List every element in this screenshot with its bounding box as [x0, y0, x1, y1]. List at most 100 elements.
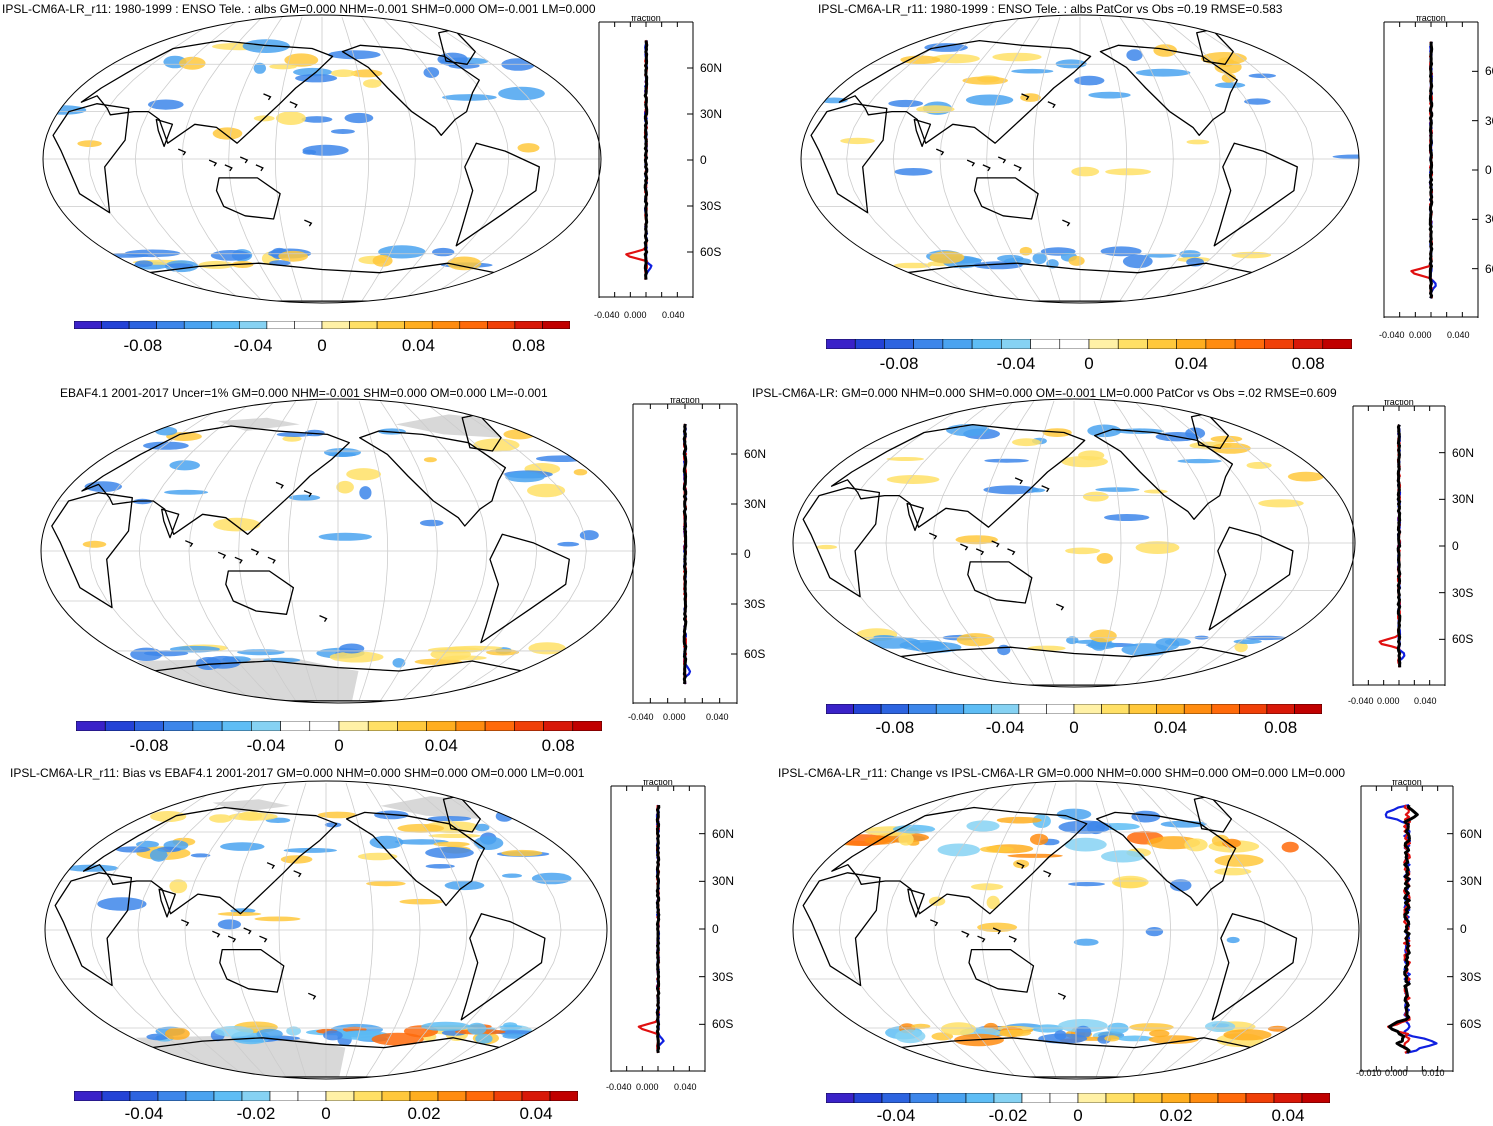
zonal-mean-plot: fraction — [1360, 780, 1454, 1072]
colorbar-swatch — [465, 1091, 495, 1101]
lat-label: 60S — [1460, 1017, 1482, 1032]
lat-label: 60N — [712, 826, 735, 841]
colorbar-swatch — [74, 321, 102, 329]
colorbar-swatch — [1176, 339, 1207, 349]
colorbar-swatch — [376, 321, 405, 329]
colorbar-swatch — [1101, 704, 1130, 714]
colorbar-swatch — [1273, 1093, 1303, 1103]
colorbar-swatch — [1049, 1093, 1079, 1103]
colorbar-swatch — [484, 721, 515, 731]
colorbar-label: 0.04 — [1153, 718, 1187, 737]
colorbar-label: 0 — [1073, 1106, 1083, 1125]
colorbar-swatch — [826, 704, 854, 714]
colorbar — [826, 339, 1352, 349]
colorbar-swatch — [1189, 1093, 1219, 1103]
colorbar-swatch — [1293, 339, 1324, 349]
colorbar-swatch — [455, 721, 486, 731]
colorbar-swatch — [134, 721, 164, 731]
colorbar-swatch — [269, 1091, 299, 1101]
colorbar-swatch — [1105, 1093, 1135, 1103]
colorbar-swatch — [1264, 339, 1294, 349]
zonal-x-tick-label: 0.000 — [1385, 1068, 1408, 1078]
lat-label: 0 — [1460, 922, 1467, 936]
colorbar-swatch — [349, 321, 378, 329]
colorbar-swatch — [221, 721, 252, 731]
colorbar-swatch — [1205, 339, 1236, 349]
colorbar-swatch — [297, 1091, 327, 1101]
colorbar-label: -0.04 — [246, 736, 286, 755]
colorbar-swatch — [881, 1093, 911, 1103]
lat-label: 30S — [712, 969, 734, 984]
lat-label: 60S — [712, 1017, 734, 1032]
colorbar-swatch — [1128, 704, 1157, 714]
colorbar-swatch — [1211, 704, 1240, 714]
lat-label: 30N — [744, 497, 767, 511]
colorbar-swatch — [1073, 704, 1102, 714]
colorbar — [74, 321, 570, 329]
colorbar-swatch — [1147, 339, 1177, 349]
colorbar-swatch — [1156, 704, 1185, 714]
colorbar-swatch — [397, 721, 427, 731]
lat-label: 30N — [1452, 492, 1475, 507]
colorbar-label: -0.02 — [988, 1106, 1028, 1125]
lat-label: 30N — [1485, 113, 1493, 128]
colorbar-swatch — [853, 1093, 883, 1103]
panel-title: IPSL-CM6A-LR_r11: 1980-1999 : ENSO Tele.… — [2, 2, 596, 16]
colorbar-swatch — [937, 1093, 967, 1103]
colorbar-swatch — [514, 321, 543, 329]
colorbar-label: 0.04 — [1174, 354, 1208, 373]
colorbar-swatch — [1001, 339, 1031, 349]
colorbar-label: -0.08 — [879, 354, 919, 373]
colorbar — [826, 704, 1322, 714]
colorbar-swatch — [514, 721, 544, 731]
colorbar-label: -0.08 — [129, 736, 169, 755]
colorbar-swatch — [913, 339, 944, 349]
colorbar-swatch — [321, 321, 350, 329]
colorbar-swatch — [971, 339, 1002, 349]
colorbar-label: -0.08 — [875, 718, 915, 737]
colorbar-swatch — [309, 721, 340, 731]
lat-label: 0 — [700, 153, 707, 167]
zonal-x-tick-label: -0.040 — [1348, 696, 1374, 706]
panel-title: IPSL-CM6A-LR_r11: 1980-1999 : ENSO Tele.… — [818, 2, 1283, 16]
zonal-mean-plot: fraction — [1383, 16, 1479, 318]
colorbar-swatch — [1088, 339, 1119, 349]
colorbar-swatch — [935, 704, 965, 714]
colorbar-swatch — [76, 721, 106, 731]
colorbar-swatch — [487, 321, 516, 329]
world-map — [44, 780, 608, 1080]
colorbar-swatch — [993, 1093, 1023, 1103]
colorbar-label: 0.08 — [1291, 354, 1325, 373]
panel-title: IPSL-CM6A-LR_r11: Change vs IPSL-CM6A-LR… — [778, 766, 1346, 780]
colorbar-swatch — [1117, 339, 1148, 349]
colorbar-swatch — [381, 1091, 411, 1101]
colorbar-swatch — [543, 721, 574, 731]
lat-label: 60S — [700, 245, 722, 259]
lat-label: 60S — [1452, 632, 1474, 647]
colorbar-swatch — [1161, 1093, 1191, 1103]
colorbar-label: -0.04 — [124, 1104, 164, 1123]
world-map — [40, 398, 636, 704]
colorbar-swatch — [266, 321, 295, 329]
colorbar-swatch — [353, 1091, 383, 1101]
colorbar-swatch — [854, 339, 885, 349]
zonal-x-tick-label: 0.000 — [624, 310, 647, 320]
colorbar-swatch — [213, 1091, 243, 1101]
lat-label: 60N — [700, 61, 723, 75]
colorbar-swatch — [280, 721, 311, 731]
colorbar-swatch — [908, 704, 937, 714]
world-map — [42, 14, 602, 304]
colorbar-swatch — [521, 1091, 551, 1101]
colorbar-label: 0.02 — [407, 1104, 441, 1123]
colorbar-label: 0.08 — [512, 336, 546, 355]
colorbar-swatch — [163, 721, 194, 731]
zonal-x-tick-label: -0.010 — [1356, 1068, 1382, 1078]
lat-label: 30S — [1460, 969, 1482, 984]
lat-label: 30S — [700, 199, 722, 213]
colorbar-swatch — [101, 1091, 131, 1101]
zonal-x-tick-label: 0.040 — [674, 1082, 697, 1092]
colorbar-swatch — [542, 321, 570, 329]
colorbar-swatch — [853, 704, 882, 714]
colorbar-swatch — [1018, 704, 1047, 714]
colorbar-swatch — [367, 721, 398, 731]
